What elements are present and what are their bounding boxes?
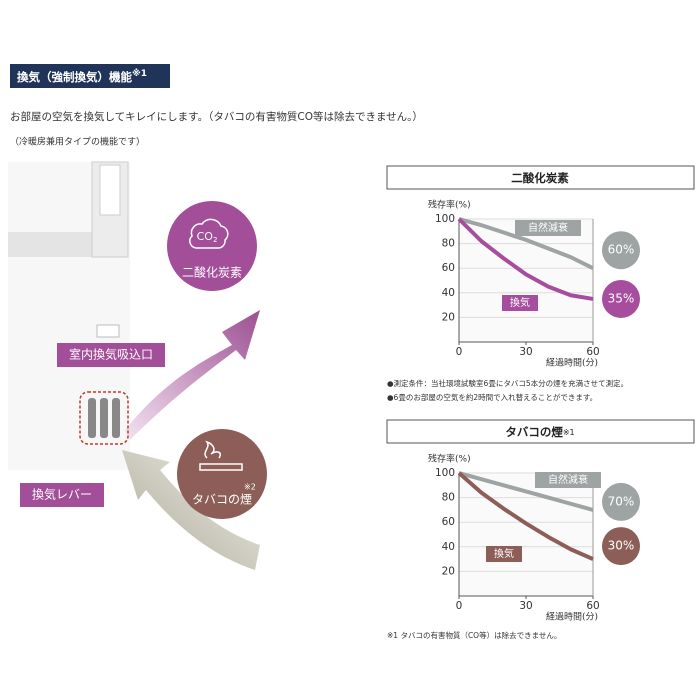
x-tick-label: 30 — [519, 346, 532, 358]
cloud-icon — [189, 218, 229, 249]
device-panel — [99, 164, 121, 216]
x-tick-label: 60 — [586, 346, 599, 358]
y-axis-label: 残存率(%) — [428, 199, 471, 211]
grille-slot — [112, 398, 120, 438]
x-tick-label: 60 — [586, 600, 599, 612]
y-tick-label: 100 — [435, 467, 455, 479]
chart-note: ●測定条件：当社環境試験室6畳にタバコ5本分の煙を充満させて測定。 — [387, 378, 628, 388]
y-tick-label: 80 — [442, 492, 455, 504]
chart-title: 二酸化炭素 — [511, 171, 569, 185]
value-label: 30% — [608, 539, 635, 553]
series-tag — [515, 220, 581, 236]
chart-title-mark: ※1 — [563, 428, 575, 437]
series-tag — [535, 472, 601, 488]
co2-sub: 2 — [213, 236, 217, 244]
lever-label: 換気レバー — [32, 487, 92, 502]
y-tick-label: 60 — [442, 262, 455, 274]
intake-label-box — [57, 343, 165, 367]
exhaust-arrow — [125, 310, 260, 440]
chart-note: ※1 タバコの有害物質（CO等）は除去できません。 — [387, 630, 561, 640]
value-label: 60% — [608, 243, 635, 257]
title-text: 換気（強制換気）機能 — [17, 70, 132, 84]
section-title: 換気（強制換気）機能※1 — [17, 68, 147, 84]
y-tick-label: 40 — [442, 541, 455, 553]
title-box — [386, 165, 695, 190]
title-box — [10, 64, 170, 88]
grille-slot — [100, 398, 108, 438]
co2-name: 二酸化炭素 — [182, 265, 242, 280]
legend-label: 自然減衰 — [548, 473, 588, 486]
smoke-bubble — [177, 429, 267, 519]
series-tag — [502, 295, 538, 311]
smoke-icon — [204, 440, 222, 459]
chart-title: タバコの煙※1 — [505, 425, 574, 439]
legend-label: 自然減衰 — [528, 221, 568, 234]
series-line — [458, 217, 594, 270]
value-label: 70% — [608, 494, 635, 508]
legend-label: 換気 — [494, 547, 514, 560]
x-tick-label: 0 — [456, 346, 463, 358]
y-axis-label: 残存率(%) — [428, 453, 471, 465]
intake-highlight — [79, 391, 129, 445]
y-tick-label: 100 — [435, 213, 455, 225]
intake-arrow — [122, 450, 260, 570]
chart-title-text: 二酸化炭素 — [511, 171, 569, 185]
x-axis-label: 経過時間(分) — [546, 357, 598, 369]
co2-text: CO — [197, 230, 214, 243]
series-line — [458, 471, 594, 512]
lever-label-box — [20, 483, 104, 507]
device-frame — [8, 232, 98, 257]
smoke-mark: ※2 — [244, 483, 256, 492]
y-tick-label: 20 — [442, 565, 455, 577]
y-tick-label: 80 — [442, 238, 455, 250]
cigarette-icon — [199, 463, 243, 471]
co2-bubble — [167, 201, 257, 291]
legend-label: 換気 — [510, 296, 530, 309]
note: （冷暖房兼用タイプの機能です） — [10, 136, 145, 148]
title-box — [386, 419, 695, 444]
series-line — [457, 471, 594, 561]
x-tick-label: 30 — [519, 600, 532, 612]
end-badge — [602, 527, 640, 566]
grille-slot — [88, 398, 96, 438]
x-axis-label: 経過時間(分) — [546, 611, 598, 623]
title-mark: ※1 — [132, 68, 147, 79]
y-tick-label: 20 — [442, 311, 455, 323]
end-badge — [602, 231, 640, 270]
x-tick-label: 0 — [456, 600, 463, 612]
end-badge — [602, 482, 640, 521]
end-badge — [602, 279, 640, 318]
series-tag — [486, 546, 522, 562]
series-line — [457, 217, 594, 301]
illustration: CO2 二酸化炭素 ※2 タバコの煙 室内換気吸込口 換気レバー — [8, 161, 267, 570]
description: お部屋の空気を換気してキレイにします。（タバコの有害物質CO等は除去できません。… — [10, 110, 423, 123]
co2-label: CO2 — [197, 230, 218, 244]
device-switch — [96, 324, 120, 338]
y-tick-label: 60 — [442, 516, 455, 528]
y-tick-label: 40 — [442, 287, 455, 299]
chart-title-text: タバコの煙 — [505, 425, 563, 439]
chart-note: ●6畳のお部屋の空気を約2時間で入れ替えることができます。 — [387, 392, 597, 402]
value-label: 35% — [608, 291, 635, 305]
intake-label: 室内換気吸込口 — [69, 347, 153, 362]
smoke-name: タバコの煙 — [192, 493, 252, 507]
